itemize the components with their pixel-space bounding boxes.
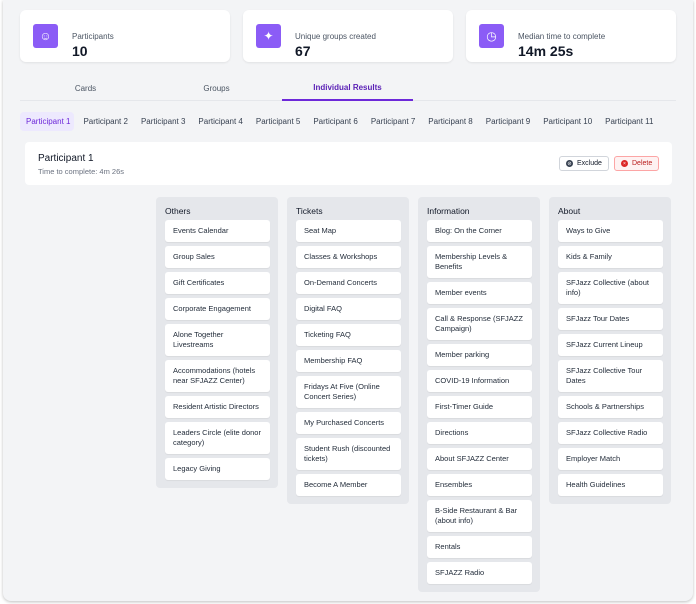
stat-value: 10 [72, 43, 88, 59]
card-item[interactable]: Corporate Engagement [165, 298, 270, 320]
card-item[interactable]: Seat Map [296, 220, 401, 242]
tab-cards[interactable]: Cards [74, 84, 97, 93]
card-item[interactable]: Directions [427, 422, 532, 444]
participant-tab[interactable]: Participant 4 [198, 117, 243, 126]
card-item[interactable]: Ensembles [427, 474, 532, 496]
stat-label: Unique groups created [295, 32, 376, 41]
participant-tab[interactable]: Participant 8 [428, 117, 473, 126]
participant-tab[interactable]: Participant 2 [83, 117, 128, 126]
stat-label: Median time to complete [518, 32, 606, 41]
group-column: Information Blog: On the Corner Membership… [418, 197, 540, 592]
card-item[interactable]: Become A Member [296, 474, 401, 496]
stat-groups: ✦ Unique groups created 67 [243, 10, 453, 62]
participant-tab[interactable]: Participant 7 [370, 117, 416, 126]
cursor-click-icon: ✦ [256, 24, 281, 48]
tab-individual-results[interactable]: Individual Results [282, 76, 413, 101]
clock-icon: ◷ [479, 24, 504, 48]
card-item[interactable]: Member events [427, 282, 532, 304]
card-item[interactable]: Membership Levels & Benefits [427, 246, 532, 278]
card-item[interactable]: On-Demand Concerts [296, 272, 401, 294]
card-item[interactable]: SFJazz Collective (about info) [558, 272, 663, 304]
card-item[interactable]: Student Rush (discounted tickets) [296, 438, 401, 470]
card-item[interactable]: SFJazz Current Lineup [558, 334, 663, 356]
exclude-icon: ⊘ [566, 160, 573, 167]
card-item[interactable]: My Purchased Concerts [296, 412, 401, 434]
card-item[interactable]: SFJazz Tour Dates [558, 308, 663, 330]
participant-time: Time to complete: 4m 26s [38, 167, 125, 176]
card-item[interactable]: Kids & Family [558, 246, 663, 268]
card-item[interactable]: Membership FAQ [296, 350, 401, 372]
exclude-label: Exclude [577, 160, 602, 167]
participant-tab[interactable]: Participant 6 [313, 117, 358, 126]
group-title: Tickets [296, 206, 323, 216]
card-item[interactable]: Schools & Partnerships [558, 396, 663, 418]
card-item[interactable]: B-Side Restaurant & Bar (about info) [427, 500, 532, 532]
card-item[interactable]: About SFJAZZ Center [427, 448, 532, 470]
group-column: About Ways to Give Kids & Family SFJazz Col… [549, 197, 671, 504]
card-item[interactable]: Accommodations (hotels near SFJAZZ Cente… [165, 360, 270, 392]
card-item[interactable]: SFJazz Collective Tour Dates [558, 360, 663, 392]
stat-label: Participants [72, 32, 114, 41]
card-item[interactable]: Call & Response (SFJAZZ Campaign) [427, 308, 532, 340]
card-item[interactable]: Fridays At Five (Online Concert Series) [296, 376, 401, 408]
delete-button[interactable]: × Delete [614, 156, 660, 171]
participant-tabs: Participant 1 Participant 2 Participant 3 P… [20, 112, 657, 131]
participant-name: Participant 1 [38, 153, 94, 164]
stat-value: 14m 25s [518, 43, 574, 59]
view-tabs: Cards Groups Individual Results [20, 76, 676, 101]
card-item[interactable]: Ways to Give [558, 220, 663, 242]
card-item[interactable]: Alone Together Livestreams [165, 324, 270, 356]
card-item[interactable]: Classes & Workshops [296, 246, 401, 268]
delete-label: Delete [632, 160, 653, 167]
stat-participants: ☺ Participants 10 [20, 10, 230, 62]
participant-tab[interactable]: Participant 5 [255, 117, 301, 126]
card-item[interactable]: Employer Match [558, 448, 663, 470]
group-title: About [558, 206, 581, 216]
group-title: Information [427, 206, 470, 216]
card-item[interactable]: Health Guidelines [558, 474, 663, 496]
card-item[interactable]: Group Sales [165, 246, 270, 268]
card-item[interactable]: Events Calendar [165, 220, 270, 242]
participant-tab[interactable]: Participant 1 [20, 112, 75, 131]
participant-tab[interactable]: Participant 10 [543, 117, 593, 126]
card-item[interactable]: Legacy Giving [165, 458, 270, 480]
participant-tab[interactable]: Participant 3 [140, 117, 186, 126]
tab-groups[interactable]: Groups [203, 84, 230, 93]
card-item[interactable]: SFJAZZ Radio [427, 562, 532, 584]
card-item[interactable]: First-Timer Guide [427, 396, 532, 418]
card-item[interactable]: Leaders Circle (elite donor category) [165, 422, 270, 454]
group-title: Others [165, 206, 191, 216]
delete-icon: × [621, 160, 628, 167]
card-item[interactable]: Blog: On the Corner [427, 220, 532, 242]
participant-tab[interactable]: Participant 11 [605, 117, 654, 126]
participants-icon: ☺ [33, 24, 58, 48]
card-item[interactable]: Rentals [427, 536, 532, 558]
group-column: Others Events Calendar Group Sales Gift Cer… [156, 197, 278, 488]
participant-tab[interactable]: Participant 9 [485, 117, 531, 126]
group-column: Tickets Seat Map Classes & Workshops On-Dem… [287, 197, 409, 504]
card-item[interactable]: Ticketing FAQ [296, 324, 401, 346]
participant-header: Participant 1 Time to complete: 4m 26s ⊘… [25, 142, 672, 185]
exclude-button[interactable]: ⊘ Exclude [559, 156, 609, 171]
card-item[interactable]: Gift Certificates [165, 272, 270, 294]
card-item[interactable]: Member parking [427, 344, 532, 366]
card-item[interactable]: Resident Artistic Directors [165, 396, 270, 418]
card-item[interactable]: SFJazz Collective Radio [558, 422, 663, 444]
stat-value: 67 [295, 43, 311, 59]
card-item[interactable]: COVID-19 Information [427, 370, 532, 392]
stat-median-time: ◷ Median time to complete 14m 25s [466, 10, 676, 62]
card-item[interactable]: Digital FAQ [296, 298, 401, 320]
